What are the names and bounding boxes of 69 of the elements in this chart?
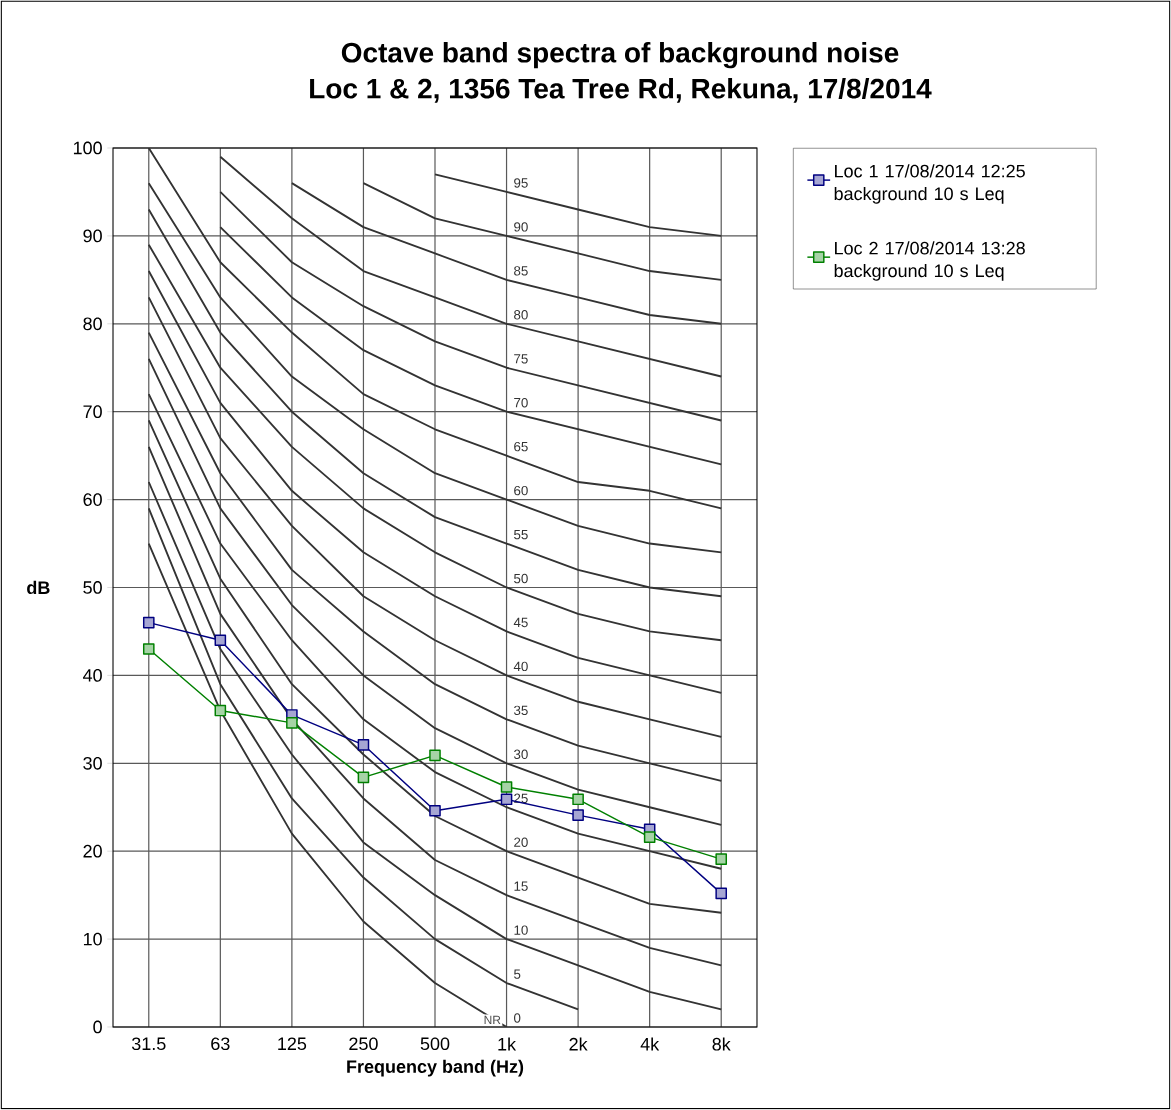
x-tick-label: 4k <box>640 1037 660 1051</box>
series-label: 50 <box>514 573 528 584</box>
y-tick-label: 50 <box>83 581 102 594</box>
x-tick-label: 1k <box>498 1037 517 1051</box>
y-tick-label: 90 <box>83 229 102 243</box>
series-label: 40 <box>513 661 528 672</box>
series-label: 55 <box>514 529 528 540</box>
point <box>142 616 155 629</box>
line-series <box>147 208 723 598</box>
x-axis-title: Frequency band (Hz) <box>347 1059 524 1077</box>
x-tick-label: 250 <box>349 1037 378 1051</box>
x-tick-label: 8k <box>712 1037 731 1051</box>
y-tick-label: 70 <box>83 405 102 419</box>
y-tick-label: 0 <box>93 1020 102 1034</box>
point <box>572 793 584 806</box>
point <box>500 781 513 793</box>
y-tick-label: 10 <box>83 932 102 946</box>
line-series <box>434 173 723 237</box>
point <box>572 809 584 821</box>
point <box>429 749 441 762</box>
point <box>357 739 370 751</box>
y-tick-label: 40 <box>83 669 102 682</box>
series-label: 15 <box>514 881 528 891</box>
y-tick-label: 30 <box>83 756 102 770</box>
series-label: 95 <box>514 178 528 188</box>
point <box>500 793 513 806</box>
series-label: 35 <box>513 705 528 716</box>
chart-subtitle: Loc 1 & 2, 1356 Tea Tree Rd, Rekuna, 17/8/2014 <box>310 78 932 103</box>
x-tick-label: 2k <box>569 1037 588 1051</box>
series-label: 25 <box>514 793 528 803</box>
x-tick-label: 31.5 <box>131 1037 166 1051</box>
series-label: 0 <box>514 1013 521 1023</box>
y-axis-title: dB <box>27 580 50 595</box>
point <box>286 717 298 729</box>
legend-label: Loc 1 17/08/2014 12:25 background 10 s Leq <box>834 164 1025 204</box>
x-tick-label: 63 <box>211 1037 230 1051</box>
series-label: 70 <box>514 397 528 408</box>
series-label: 65 <box>514 441 528 452</box>
series-label: 75 <box>514 354 528 364</box>
x-tick-label: 500 <box>420 1037 450 1051</box>
line-series <box>147 507 580 1011</box>
series-label: 60 <box>514 485 528 496</box>
line-series <box>147 243 723 642</box>
series-label: 5 <box>514 969 521 979</box>
series-label: 30 <box>513 749 528 760</box>
chart-title: Octave band spectra of background noise <box>341 42 899 69</box>
y-tick-label: 80 <box>83 317 102 331</box>
x-tick-label: 125 <box>278 1037 307 1051</box>
point <box>214 634 227 647</box>
point <box>643 831 656 843</box>
point <box>142 643 155 655</box>
series-label: 85 <box>514 266 528 276</box>
point <box>715 853 728 865</box>
series-label: 80 <box>514 310 528 320</box>
series-label: 10 <box>514 925 528 935</box>
series-label: 90 <box>514 222 528 232</box>
point <box>357 771 370 784</box>
point <box>429 804 441 817</box>
line-series <box>147 542 508 1027</box>
y-tick-label: 20 <box>83 844 102 858</box>
legend-label: Loc 2 17/08/2014 13:28 background 10 s Leq <box>834 241 1025 281</box>
line-series <box>147 147 723 510</box>
series-label: 20 <box>514 837 528 847</box>
y-tick-label: 60 <box>83 493 102 506</box>
y-tick-label: 100 <box>73 141 102 155</box>
series-label: 45 <box>513 617 528 628</box>
point <box>214 704 227 717</box>
annotation: NR <box>484 1015 501 1025</box>
point <box>715 887 728 900</box>
